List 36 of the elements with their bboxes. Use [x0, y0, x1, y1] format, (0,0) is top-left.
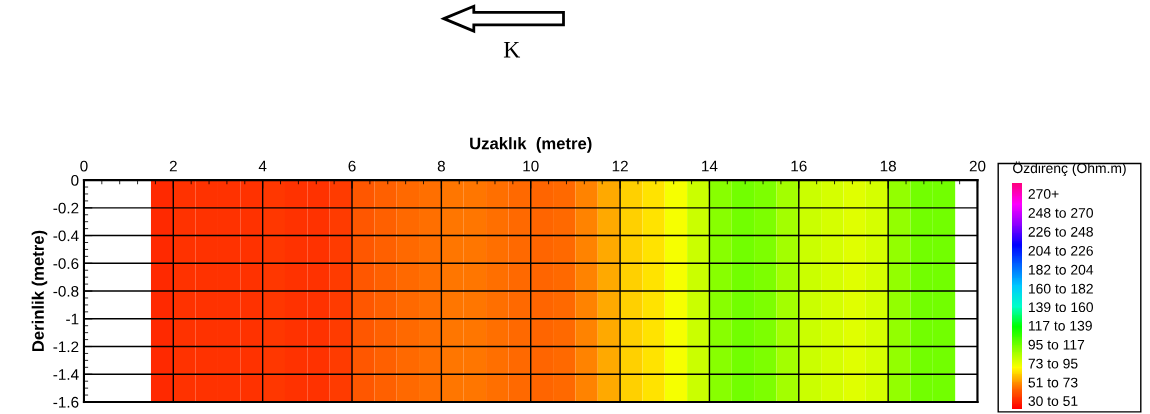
- text: K: [503, 41, 521, 58]
- color-bar-label: 248 to 270: [1028, 207, 1094, 218]
- y-tick-label: -1.4: [53, 369, 79, 380]
- y-tick-label: -1.6: [53, 396, 79, 408]
- x-tick-label: 4: [258, 160, 267, 172]
- color-bar-label: 204 to 226: [1028, 245, 1093, 256]
- color-bar-label: 160 to 182: [1028, 283, 1093, 294]
- x-tick-label: 16: [791, 160, 807, 172]
- color-bar-label: 95 to 117: [1028, 339, 1085, 350]
- y-tick-label: -1: [66, 313, 79, 325]
- x-tick-label: 8: [437, 160, 445, 172]
- color-bar-label: 117 to 139: [1028, 320, 1092, 331]
- color-bar-label: 139 to 160: [1028, 302, 1094, 313]
- color-bar-label: 73 to 95: [1028, 358, 1078, 369]
- x-tick-label: 2: [169, 160, 177, 172]
- x-tick-label: 20: [969, 160, 986, 172]
- x-tick-label: 12: [612, 160, 628, 172]
- color-bar-label: 226 to 248: [1028, 226, 1093, 237]
- color-bar-label: 270+: [1028, 189, 1059, 199]
- x-axis-title: Uzaklık (metre): [470, 137, 592, 153]
- x-tick-label: 18: [880, 160, 896, 172]
- y-tick-label: -0.8: [53, 285, 79, 297]
- x-tick-label: 10: [523, 160, 539, 172]
- x-tick-label: 0: [80, 160, 88, 172]
- color-bar-title: Özdirenç (Ohm.m): [1013, 161, 1126, 176]
- color-bar-label: 182 to 204: [1028, 264, 1094, 275]
- x-tick-label: 14: [702, 160, 718, 172]
- y-tick-label: -1.2: [53, 341, 79, 353]
- y-tick-label: -0.4: [53, 230, 79, 242]
- y-tick-label: 0: [71, 174, 79, 186]
- y-tick-label: -0.6: [53, 258, 79, 269]
- y-axis-title: Derinlik (metre): [31, 230, 48, 352]
- color-bar-label: 30 to 51: [1028, 396, 1078, 406]
- color-bar-label: 51 to 73: [1028, 377, 1078, 388]
- y-tick-label: -0.2: [53, 202, 79, 214]
- x-tick-label: 6: [348, 160, 356, 172]
